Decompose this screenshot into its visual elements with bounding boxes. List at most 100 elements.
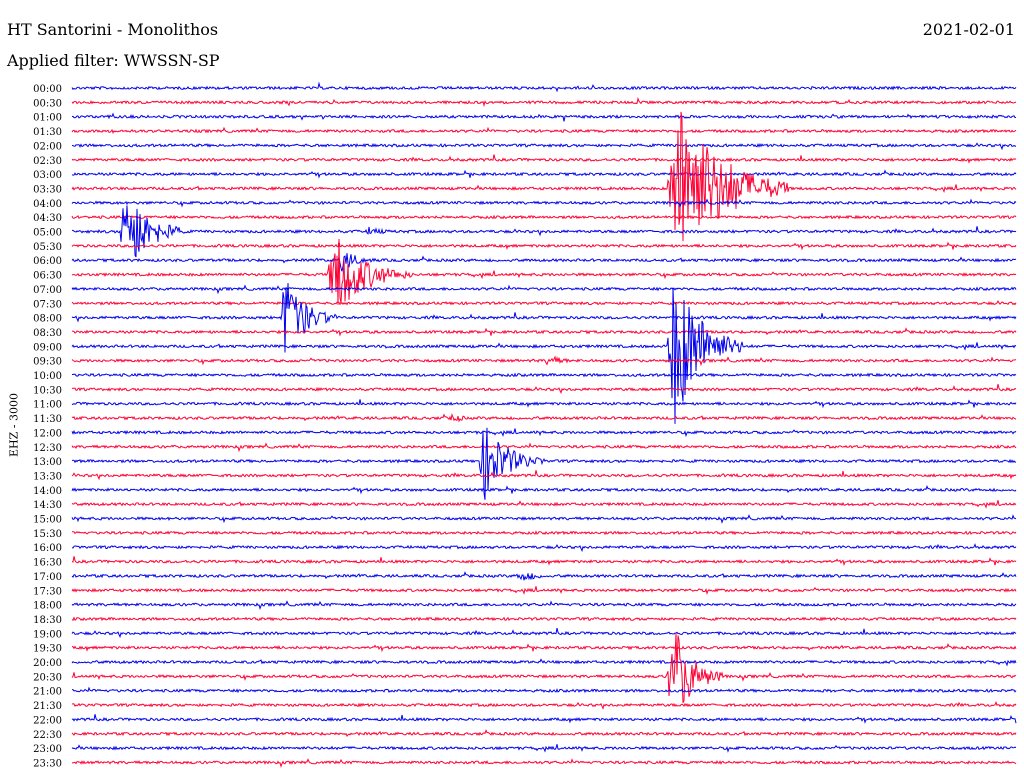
trace-line	[71, 632, 1017, 704]
trace-line	[71, 428, 1017, 438]
row-time-label: 19:30	[33, 644, 62, 655]
row-time-label: 13:30	[33, 471, 62, 482]
trace-line	[71, 300, 1017, 306]
row-time-label: 17:00	[33, 572, 62, 583]
trace-line	[71, 154, 1017, 164]
row-time-label: 19:00	[33, 629, 62, 640]
row-time-label: 13:00	[33, 457, 62, 468]
trace-line	[72, 686, 1017, 694]
row-time-label: 05:30	[33, 242, 62, 253]
trace-line	[71, 112, 1017, 122]
row-time-label: 02:00	[33, 141, 62, 152]
row-time-label: 15:00	[33, 515, 62, 526]
row-time-label: 05:00	[33, 228, 62, 239]
trace-line	[71, 543, 1017, 553]
row-time-label: 01:30	[33, 127, 62, 138]
row-time-label: 17:30	[33, 586, 62, 597]
trace-line	[71, 355, 1017, 367]
row-time-label: 04:00	[33, 199, 62, 210]
trace-line	[71, 600, 1017, 610]
row-time-label: 00:30	[33, 98, 62, 109]
row-time-label: 09:30	[33, 357, 62, 368]
row-time-label: 14:30	[33, 500, 62, 511]
trace-line	[71, 81, 1017, 93]
trace-line	[71, 284, 1017, 295]
trace-line	[71, 327, 1017, 337]
trace-line	[72, 758, 1017, 768]
row-time-label: 03:00	[33, 170, 62, 181]
trace-line	[71, 238, 1017, 305]
trace-line	[71, 253, 1017, 272]
row-time-label: 07:30	[33, 299, 62, 310]
row-time-label: 16:30	[33, 558, 62, 569]
trace-line	[71, 383, 1017, 395]
row-time-label: 06:00	[33, 256, 62, 267]
trace-line	[71, 616, 1017, 622]
row-time-label: 12:00	[33, 428, 62, 439]
station-title: HT Santorini - Monolithos	[7, 20, 219, 39]
row-time-label: 18:30	[33, 615, 62, 626]
row-time-label: 02:30	[33, 156, 62, 167]
filter-label: Applied filter: WWSSN-SP	[7, 51, 220, 70]
row-time-label: 18:00	[33, 601, 62, 612]
row-time-label: 21:30	[33, 701, 62, 712]
trace-line	[71, 214, 1017, 220]
trace-line	[71, 169, 1017, 179]
trace-line	[71, 627, 1017, 639]
trace-line	[71, 642, 1017, 653]
trace-line	[72, 372, 1017, 378]
row-time-label: 23:00	[33, 744, 62, 755]
trace-line	[71, 556, 1017, 567]
trace-line	[71, 427, 1017, 500]
row-time-label: 15:30	[33, 529, 62, 540]
row-time-label: 12:30	[33, 443, 62, 454]
trace-line	[71, 744, 1017, 753]
row-time-label: 08:00	[33, 314, 62, 325]
row-time-label: 07:00	[33, 285, 62, 296]
row-time-label: 10:00	[33, 371, 62, 382]
trace-line	[71, 442, 1017, 453]
row-time-label: 11:00	[33, 400, 62, 411]
row-time-label: 00:00	[33, 84, 62, 95]
trace-line	[71, 241, 1017, 251]
row-time-label: 06:30	[33, 271, 62, 282]
trace-line	[71, 412, 1017, 423]
trace-line	[71, 658, 1017, 667]
trace-line	[71, 126, 1017, 135]
trace-line	[71, 399, 1017, 409]
row-time-label: 20:00	[33, 658, 62, 669]
trace-line	[71, 142, 1017, 151]
row-time-label: 11:30	[33, 414, 62, 425]
trace-line	[71, 500, 1017, 509]
trace-line	[71, 571, 1017, 581]
trace-line	[71, 514, 1017, 524]
row-time-label: 20:30	[33, 672, 62, 683]
row-time-label: 21:00	[33, 687, 62, 698]
trace-line	[71, 96, 1017, 108]
trace-line	[71, 586, 1017, 595]
row-time-label: 04:30	[33, 213, 62, 224]
date-label: 2021-02-01	[922, 20, 1015, 39]
row-time-label: 10:30	[33, 385, 62, 396]
trace-line	[72, 530, 1017, 536]
row-time-label: 22:00	[33, 715, 62, 726]
trace-line	[71, 287, 1017, 424]
trace-line	[71, 205, 1017, 258]
trace-line	[71, 700, 1017, 710]
trace-line	[71, 714, 1017, 724]
trace-line	[71, 283, 1017, 353]
trace-line	[71, 198, 1017, 209]
row-time-label: 08:30	[33, 328, 62, 339]
trace-line	[71, 470, 1017, 481]
row-time-label: 14:00	[33, 486, 62, 497]
row-time-label: 22:30	[33, 730, 62, 741]
row-time-label: 03:30	[33, 184, 62, 195]
row-time-label: 01:00	[33, 113, 62, 124]
row-time-label: 23:30	[33, 758, 62, 769]
row-time-label: 16:00	[33, 543, 62, 554]
row-time-label: 09:00	[33, 342, 62, 353]
trace-line	[71, 111, 1017, 242]
trace-line	[71, 485, 1017, 495]
trace-line	[71, 729, 1017, 737]
